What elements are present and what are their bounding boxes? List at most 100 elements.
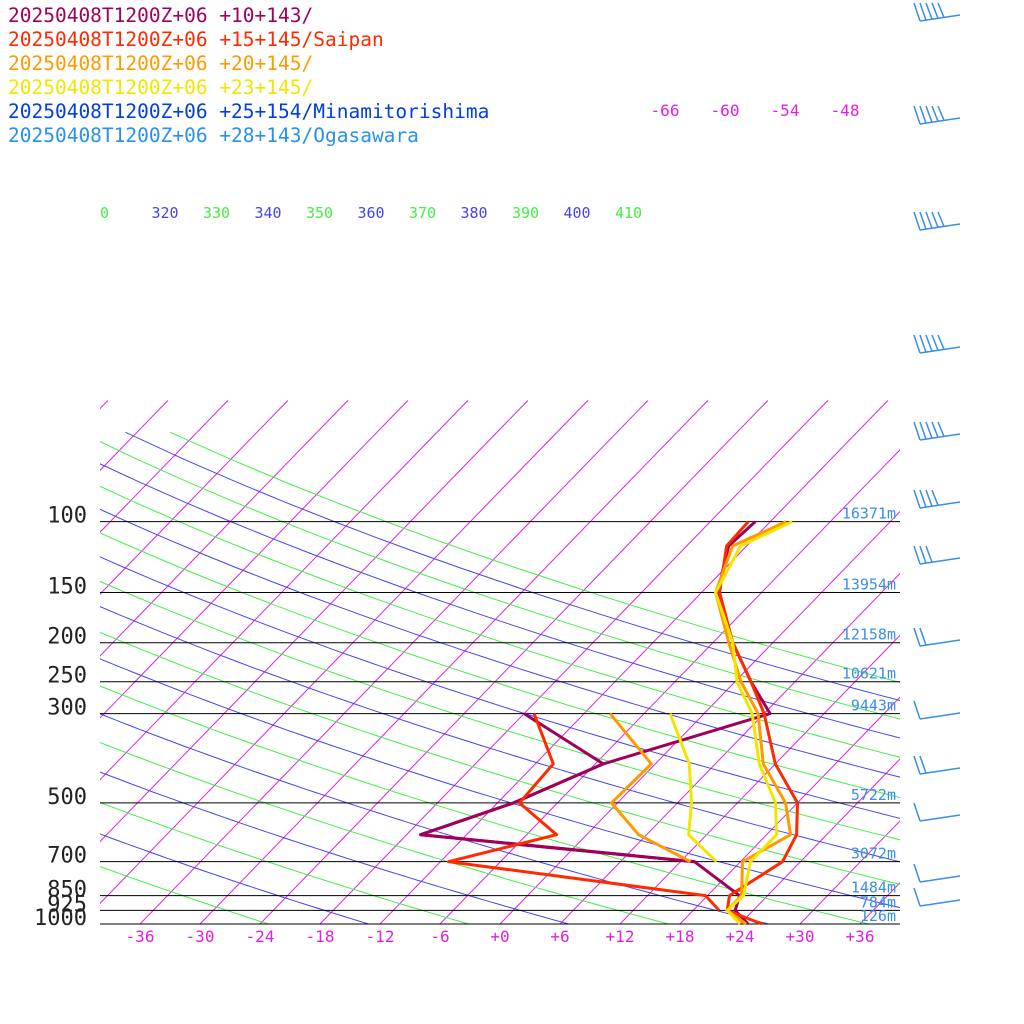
legend: 20250408T1200Z+06 +10+143/20250408T1200Z… (8, 4, 489, 147)
theta-line (100, 485, 900, 758)
wind-barbs (913, 2, 961, 907)
height-label: 9443m (851, 697, 896, 715)
isotherm-line (100, 400, 289, 595)
pressure-label: 300 (47, 696, 87, 721)
pressure-label: 500 (47, 785, 87, 810)
dewpoint-profile (447, 713, 721, 912)
isotherm-line (100, 400, 469, 781)
wind-barb-925hPa (913, 887, 961, 907)
height-label: 784m (860, 893, 896, 911)
height-label: 5722m (851, 786, 896, 804)
wind-barb-500hPa (913, 700, 961, 720)
theta-line (100, 606, 900, 863)
theta-line (100, 463, 900, 739)
isotherm-line (0, 400, 48, 924)
theta-label: 340 (255, 204, 282, 222)
isotherm-line (319, 400, 829, 924)
legend-entry: 20250408T1200Z+06 +28+143/Ogasawara (8, 124, 419, 147)
pressure-label: 700 (47, 844, 87, 869)
wind-barb-100hPa (913, 211, 961, 231)
theta-label: 410 (615, 204, 642, 222)
temperature-tick-label: +24 (726, 927, 755, 946)
temperature-tick-label: +6 (550, 927, 569, 946)
isotherm-line (679, 696, 900, 924)
pressure-label: 925 (47, 892, 87, 917)
theta-line (100, 833, 369, 924)
pressure-label: 850 (47, 878, 87, 903)
height-labels: 16371m 13954m 12158m 10621m 9443m 5722m 3072m 1… (842, 505, 896, 925)
theta-line (100, 685, 869, 924)
theta-line (100, 631, 900, 885)
theta-line (100, 556, 900, 819)
theta-label: 380 (461, 204, 488, 222)
theta-line (169, 431, 900, 683)
theta-line (100, 658, 900, 909)
temperature-tick-label: +30 (786, 927, 815, 946)
legend-entry: 20250408T1200Z+06 +15+145/Saipan (8, 28, 384, 51)
theta-line (100, 713, 769, 924)
upper-isotherm-label: -60 (711, 101, 740, 120)
temperature-tick-label: -24 (246, 927, 275, 946)
theta-label: 360 (358, 204, 385, 222)
temperature-tick-label: -6 (430, 927, 449, 946)
theta-line (100, 580, 900, 841)
theta-label: 350 (306, 204, 333, 222)
wind-barb-70hPa (913, 2, 961, 22)
wind-barb-600hPa (913, 755, 961, 775)
temperature-tick-label: -12 (366, 927, 395, 946)
theta-line (100, 532, 900, 798)
theta-label: 330 (203, 204, 230, 222)
theta-line (100, 802, 469, 924)
isotherm-line (139, 400, 649, 924)
isotherm-line (619, 634, 900, 924)
temperature-tick-label: +0 (490, 927, 509, 946)
temperature-tick-label: -36 (126, 927, 155, 946)
wind-barb-850hPa (913, 863, 961, 883)
theta-label: 0 (100, 204, 109, 222)
upper-isotherm-label: -48 (831, 101, 860, 120)
legend-entry: 20250408T1200Z+06 +25+154/Minamitorishim… (8, 100, 489, 123)
isotherm-line (100, 400, 229, 533)
height-label: 3072m (851, 845, 896, 863)
height-label: 16371m (842, 505, 896, 523)
theta-line (100, 440, 900, 720)
legend-entry: 20250408T1200Z+06 +20+145/ (8, 52, 313, 75)
isotherm-line (739, 758, 900, 924)
temperature-profile (714, 520, 793, 926)
theta-line (100, 741, 669, 924)
legend-entry: 20250408T1200Z+06 +10+143/ (8, 4, 313, 27)
isotherm-line (100, 400, 349, 657)
upper-isotherm-label: -54 (771, 101, 800, 120)
sounding-profiles (419, 520, 799, 926)
temperature-tick-label: -30 (186, 927, 215, 946)
height-label: 1484m (851, 879, 896, 897)
upper-isotherm-label: -66 (651, 101, 680, 120)
wind-barb-400hPa (913, 627, 961, 647)
pressure-lines (100, 521, 900, 925)
theta-label: 390 (512, 204, 539, 222)
isotherm-line (100, 400, 529, 843)
theta-line (100, 508, 900, 778)
pressure-label: 250 (47, 664, 87, 689)
isotherm-line (499, 510, 900, 924)
isotherm-line (799, 820, 900, 924)
theta-label: 370 (409, 204, 436, 222)
height-label: 126m (860, 907, 896, 925)
pressure-label: 1000 (34, 906, 87, 931)
temperature-tick-label: +36 (846, 927, 875, 946)
theta-label: 400 (564, 204, 591, 222)
temperature-profile (718, 520, 799, 926)
temperature-tick-label: +18 (666, 927, 695, 946)
theta-line (100, 771, 569, 924)
height-label: 10621m (842, 665, 896, 683)
upper-isotherm-labels: -66 -60 -54 -48 (651, 101, 860, 120)
isotherm-line (100, 400, 589, 905)
wind-barb-700hPa (913, 802, 961, 822)
height-label: 13954m (842, 575, 896, 593)
pressure-label: 150 (47, 574, 87, 599)
wind-barb-300hPa (913, 545, 961, 565)
isotherm-line (379, 400, 889, 924)
theta-line (100, 865, 269, 924)
